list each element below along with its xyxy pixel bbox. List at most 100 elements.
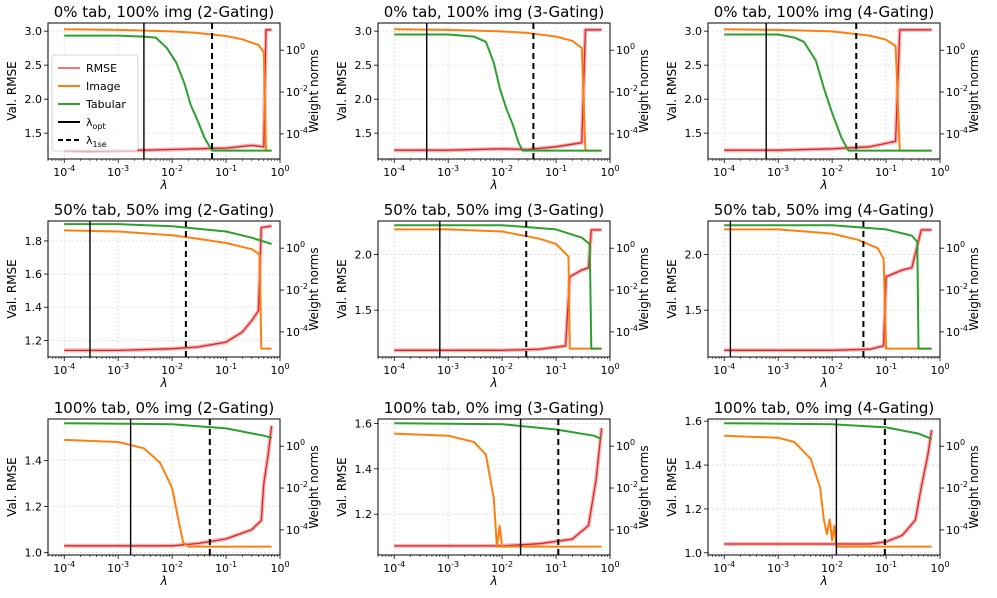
y2-tick-label: 10-4: [286, 126, 308, 141]
series-tabular: [394, 224, 602, 350]
x-tick-label: 100: [930, 362, 949, 377]
y-tick-label: 2.5: [685, 59, 703, 72]
x-tick-label: 10-2: [161, 164, 183, 179]
y2-axis-label: Weight norms: [307, 445, 321, 528]
series-rmse: [394, 428, 603, 547]
y-tick-label: 1.0: [25, 547, 43, 560]
series-rmse: [724, 29, 932, 151]
y2-tick-label: 10-2: [616, 84, 638, 99]
y-tick-label: 3.0: [25, 25, 43, 38]
y-axis-label: Val. RMSE: [665, 457, 679, 516]
x-axis-label: λ: [819, 178, 827, 192]
y2-tick-label: 10-4: [946, 126, 968, 141]
y2-tick-label: 100: [616, 42, 635, 57]
y-axis-label: Val. RMSE: [335, 61, 349, 120]
plot-frame: [47, 418, 281, 556]
y2-tick-label: 10-2: [286, 480, 308, 495]
legend-label: Tabular: [85, 98, 126, 111]
series-tabular: [64, 34, 272, 152]
x-tick-label: 10-1: [875, 362, 897, 377]
x-axis-label: λ: [489, 574, 497, 588]
plot-frame: [377, 220, 611, 358]
y-tick-label: 3.0: [685, 25, 703, 38]
x-tick-label: 100: [930, 164, 949, 179]
subplot-3: 0% tab, 100% img (4-Gating) 10-4 10-3 10-2 1…: [665, 3, 981, 192]
x-axis-label: λ: [159, 178, 167, 192]
y2-tick-label: 100: [286, 240, 305, 255]
y2-axis-label: Weight norms: [637, 445, 651, 528]
x-tick-label: 10-1: [215, 560, 237, 575]
plot-frame: [47, 22, 281, 160]
y-tick-label: 1.4: [685, 459, 703, 472]
series-tabular: [724, 422, 932, 440]
y-tick-label: 1.0: [685, 547, 703, 560]
subplot-title: 0% tab, 100% img (3-Gating): [384, 3, 605, 21]
series-image: [64, 438, 272, 548]
subplot-title: 100% tab, 0% img (4-Gating): [714, 399, 935, 417]
y2-tick-label: 10-4: [946, 522, 968, 537]
subplot-1: 0% tab, 100% img (2-Gating) 10-4 10-3 10-2 1…: [5, 3, 321, 192]
plot-frame: [707, 220, 941, 358]
x-axis-label: λ: [159, 574, 167, 588]
x-tick-label: 100: [270, 560, 289, 575]
x-tick-label: 100: [270, 164, 289, 179]
y-axis-label: Val. RMSE: [5, 61, 19, 120]
x-tick-label: 10-2: [821, 164, 843, 179]
y-axis-label: Val. RMSE: [335, 457, 349, 516]
y-tick-label: 2.0: [25, 93, 43, 106]
rmse-band: [724, 27, 932, 153]
y2-axis-label: Weight norms: [307, 247, 321, 330]
y2-axis-label: Weight norms: [637, 49, 651, 132]
x-tick-label: 10-1: [875, 560, 897, 575]
y2-tick-label: 100: [616, 240, 635, 255]
x-tick-label: 10-1: [215, 164, 237, 179]
rmse-band: [64, 224, 272, 353]
x-tick-label: 10-4: [713, 560, 735, 575]
y-tick-label: 1.6: [25, 268, 43, 281]
y2-tick-label: 10-2: [286, 282, 308, 297]
x-tick-label: 100: [600, 164, 619, 179]
y2-axis-label: Weight norms: [967, 247, 981, 330]
x-tick-label: 10-3: [437, 164, 459, 179]
x-tick-label: 10-3: [767, 560, 789, 575]
series-image: [394, 28, 602, 152]
series-image: [394, 228, 602, 350]
subplot-title: 100% tab, 0% img (3-Gating): [384, 399, 605, 417]
y2-tick-label: 10-2: [946, 282, 968, 297]
y-axis-label: Val. RMSE: [5, 259, 19, 318]
legend-label: λopt: [86, 116, 106, 131]
x-tick-label: 100: [600, 362, 619, 377]
legend-label: RMSE: [86, 62, 117, 75]
y2-tick-label: 100: [946, 240, 965, 255]
y-tick-label: 1.5: [355, 127, 373, 140]
series-rmse: [394, 29, 602, 151]
y2-axis-label: Weight norms: [637, 247, 651, 330]
x-tick-label: 10-1: [875, 164, 897, 179]
x-tick-label: 10-1: [545, 164, 567, 179]
subplot-9: 100% tab, 0% img (4-Gating) 10-4 10-3 10-2 1…: [665, 399, 981, 588]
x-tick-label: 10-2: [491, 560, 513, 575]
x-tick-label: 10-3: [767, 164, 789, 179]
subplot-8: 100% tab, 0% img (3-Gating) 10-4 10-3 10-2 1…: [335, 399, 651, 588]
y-tick-label: 1.8: [25, 235, 43, 248]
x-tick-label: 10-3: [107, 560, 129, 575]
series-tabular: [394, 33, 602, 152]
x-tick-label: 10-3: [107, 362, 129, 377]
legend-box: [51, 54, 139, 152]
y-axis-label: Val. RMSE: [665, 259, 679, 318]
subplot-5: 50% tab, 50% img (3-Gating) 10-4 10-3 10-2 1…: [335, 201, 651, 390]
x-tick-label: 10-2: [161, 560, 183, 575]
y-tick-label: 1.2: [355, 508, 373, 521]
x-axis-label: λ: [489, 178, 497, 192]
y-tick-label: 1.5: [25, 127, 43, 140]
rmse-band: [64, 425, 274, 548]
series-tabular: [64, 223, 272, 245]
x-tick-label: 10-3: [437, 362, 459, 377]
y2-tick-label: 10-4: [286, 324, 308, 339]
subplot-2: 0% tab, 100% img (3-Gating) 10-4 10-3 10-2 1…: [335, 3, 651, 192]
subplot-title: 0% tab, 100% img (2-Gating): [54, 3, 275, 21]
x-tick-label: 10-4: [383, 560, 405, 575]
series-image: [724, 228, 932, 350]
x-tick-label: 100: [930, 560, 949, 575]
